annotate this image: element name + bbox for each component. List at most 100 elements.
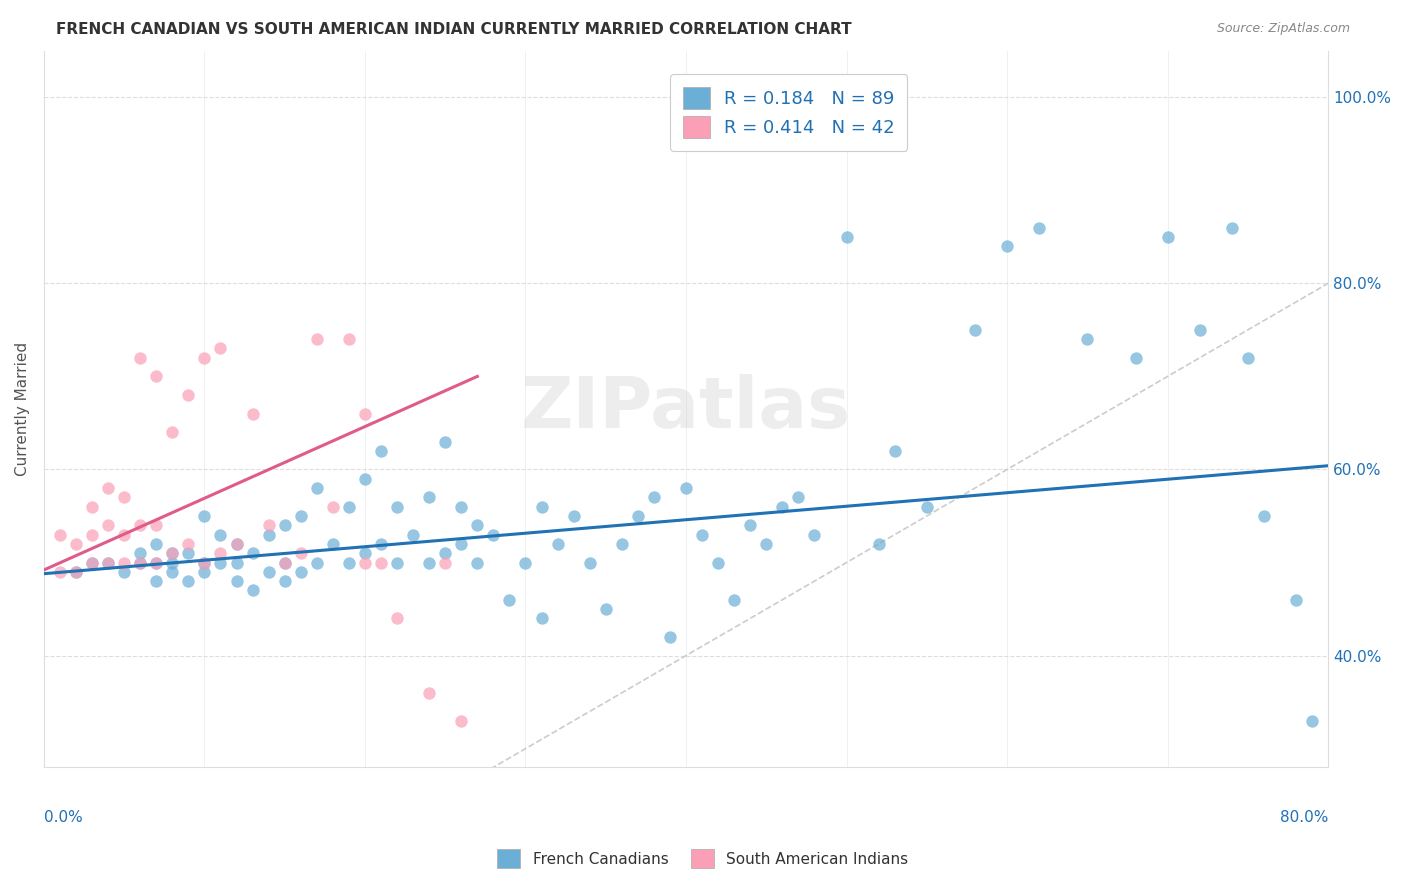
Point <box>97 556 120 570</box>
Point <box>145 574 167 589</box>
Point <box>963 323 986 337</box>
Point <box>434 434 457 449</box>
Point <box>370 556 392 570</box>
Point <box>129 518 152 533</box>
Point <box>465 518 488 533</box>
Point <box>1076 332 1098 346</box>
Point <box>675 481 697 495</box>
Point <box>112 556 135 570</box>
Point <box>273 556 295 570</box>
Point <box>209 546 232 560</box>
Point <box>290 565 312 579</box>
Point <box>193 508 215 523</box>
Point <box>498 592 520 607</box>
Text: 80.0%: 80.0% <box>1279 810 1329 825</box>
Point <box>177 574 200 589</box>
Point <box>305 556 328 570</box>
Point <box>659 630 682 644</box>
Point <box>112 565 135 579</box>
Point <box>465 556 488 570</box>
Point <box>49 565 72 579</box>
Point <box>1301 714 1323 728</box>
Point <box>1237 351 1260 365</box>
Point <box>434 546 457 560</box>
Point <box>193 556 215 570</box>
Point <box>242 546 264 560</box>
Point <box>242 583 264 598</box>
Point <box>385 556 408 570</box>
Point <box>385 611 408 625</box>
Point <box>995 239 1018 253</box>
Point <box>354 472 377 486</box>
Point <box>97 556 120 570</box>
Point <box>322 500 344 514</box>
Point <box>1188 323 1211 337</box>
Point <box>337 332 360 346</box>
Point <box>627 508 650 523</box>
Point <box>242 407 264 421</box>
Point <box>1285 592 1308 607</box>
Point <box>354 546 377 560</box>
Point <box>145 556 167 570</box>
Point <box>290 546 312 560</box>
Point <box>162 546 184 560</box>
Point <box>162 425 184 440</box>
Point <box>337 500 360 514</box>
Point <box>177 537 200 551</box>
Point <box>273 518 295 533</box>
Point <box>337 556 360 570</box>
Point <box>129 351 152 365</box>
Point <box>177 388 200 402</box>
Point <box>80 556 103 570</box>
Point <box>193 556 215 570</box>
Point <box>530 500 553 514</box>
Point <box>755 537 778 551</box>
Point <box>290 508 312 523</box>
Point <box>145 369 167 384</box>
Point <box>1220 220 1243 235</box>
Point <box>482 527 505 541</box>
Point <box>578 556 600 570</box>
Point <box>225 574 247 589</box>
Point <box>868 537 890 551</box>
Point <box>787 491 810 505</box>
Point <box>225 556 247 570</box>
Point <box>209 342 232 356</box>
Text: FRENCH CANADIAN VS SOUTH AMERICAN INDIAN CURRENTLY MARRIED CORRELATION CHART: FRENCH CANADIAN VS SOUTH AMERICAN INDIAN… <box>56 22 852 37</box>
Point <box>883 443 905 458</box>
Point <box>65 537 87 551</box>
Point <box>80 556 103 570</box>
Point <box>915 500 938 514</box>
Point <box>162 565 184 579</box>
Point <box>354 407 377 421</box>
Point <box>562 508 585 523</box>
Point <box>385 500 408 514</box>
Point <box>740 518 762 533</box>
Point <box>257 527 280 541</box>
Point <box>515 556 537 570</box>
Point <box>770 500 793 514</box>
Point <box>193 565 215 579</box>
Point <box>643 491 665 505</box>
Point <box>803 527 825 541</box>
Point <box>450 537 472 551</box>
Point <box>145 537 167 551</box>
Point <box>257 518 280 533</box>
Point <box>690 527 713 541</box>
Point <box>97 518 120 533</box>
Point <box>225 537 247 551</box>
Text: 0.0%: 0.0% <box>44 810 83 825</box>
Point <box>1028 220 1050 235</box>
Legend: R = 0.184   N = 89, R = 0.414   N = 42: R = 0.184 N = 89, R = 0.414 N = 42 <box>671 74 907 151</box>
Point <box>257 565 280 579</box>
Point <box>162 546 184 560</box>
Point <box>209 527 232 541</box>
Text: Source: ZipAtlas.com: Source: ZipAtlas.com <box>1216 22 1350 36</box>
Point <box>305 332 328 346</box>
Point <box>418 686 440 700</box>
Point <box>209 556 232 570</box>
Legend: French Canadians, South American Indians: French Canadians, South American Indians <box>489 841 917 875</box>
Point <box>530 611 553 625</box>
Point <box>595 602 617 616</box>
Point <box>273 556 295 570</box>
